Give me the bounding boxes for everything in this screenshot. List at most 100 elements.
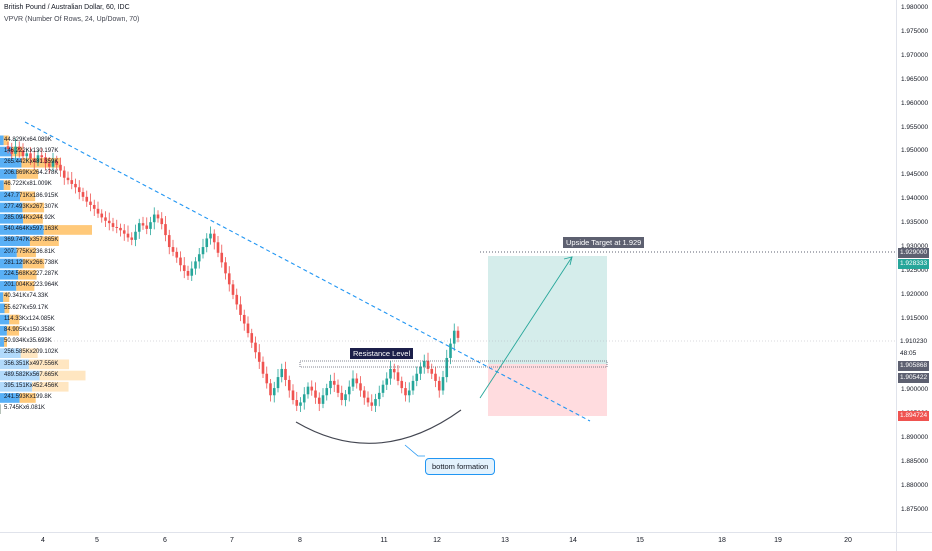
candle-body — [340, 393, 343, 400]
candle-body — [157, 215, 160, 219]
time-tick: 8 — [298, 537, 302, 544]
candle-body — [168, 235, 171, 247]
candle-body — [243, 315, 246, 324]
bottom-formation-callout[interactable]: bottom formation — [425, 458, 495, 475]
candle-body — [363, 390, 366, 397]
vp-row-label: 540.464Kx597.163K — [4, 225, 58, 233]
price-label: 1.910230 — [898, 337, 929, 347]
price-tick: 1.965000 — [901, 76, 928, 83]
candle-body — [205, 238, 208, 247]
candle-body — [112, 223, 115, 227]
vp-row-label: 356.351Kx497.556K — [4, 360, 58, 368]
candle-body — [85, 197, 88, 202]
price-tick: 1.955000 — [901, 124, 928, 131]
time-tick: 13 — [501, 537, 509, 544]
candle-body — [172, 247, 175, 252]
time-tick: 5 — [95, 537, 99, 544]
price-tick: 1.950000 — [901, 147, 928, 154]
candle-body — [457, 331, 460, 338]
price-tick: 1.900000 — [901, 386, 928, 393]
price-tick: 1.975000 — [901, 28, 928, 35]
candle-body — [194, 261, 197, 268]
price-label: 1.905422 — [898, 373, 929, 383]
candle-body — [385, 379, 388, 385]
price-tick: 1.960000 — [901, 100, 928, 107]
vp-row-label: 50.934Kx35.693K — [4, 337, 52, 345]
candle-body — [322, 395, 325, 404]
vp-row-label: 277.493Kx267.307K — [4, 203, 58, 211]
price-label: 1.894724 — [898, 411, 929, 421]
candle-body — [123, 230, 126, 233]
candle-body — [179, 258, 182, 266]
vp-row-label: 265.442Kx481.359K — [4, 158, 58, 166]
price-tick: 1.890000 — [901, 434, 928, 441]
indicator-label: VPVR (Number Of Rows, 24, Up/Down, 70) — [4, 16, 139, 23]
candle-body — [329, 381, 332, 388]
candle-body — [138, 223, 141, 232]
candle-body — [442, 377, 445, 390]
candle-body — [374, 399, 377, 406]
candle-body — [202, 247, 205, 254]
candle-body — [397, 372, 400, 381]
candle-body — [224, 262, 227, 273]
price-label: 1.905868 — [898, 361, 929, 371]
candle-body — [359, 383, 362, 390]
vp-up-bar — [0, 292, 3, 302]
candle-body — [149, 222, 152, 229]
time-tick: 20 — [844, 537, 852, 544]
candle-body — [348, 387, 351, 395]
time-tick: 14 — [569, 537, 577, 544]
candle-body — [378, 393, 381, 399]
price-tick: 1.935000 — [901, 219, 928, 226]
price-tick: 1.915000 — [901, 315, 928, 322]
candle-body — [389, 369, 392, 379]
candle-body — [153, 215, 156, 223]
candle-body — [280, 369, 283, 377]
time-tick: 12 — [433, 537, 441, 544]
candle-body — [134, 232, 137, 240]
price-tick: 1.875000 — [901, 506, 928, 513]
time-tick: 11 — [380, 537, 387, 544]
vp-row-label: 114.33Kx124.085K — [4, 315, 55, 323]
candle-body — [190, 269, 193, 276]
price-label: 1.928333 — [898, 259, 929, 269]
candle-body — [74, 184, 77, 187]
bottom-arc — [296, 410, 461, 443]
candle-body — [239, 304, 242, 315]
candle-body — [427, 361, 430, 369]
candle-body — [277, 377, 280, 388]
chart-canvas[interactable] — [0, 0, 896, 532]
candle-body — [67, 178, 70, 180]
candle-body — [310, 387, 313, 391]
candle-body — [415, 374, 418, 381]
candle-body — [318, 398, 321, 404]
vp-row-label: 44.829Kx64.089K — [4, 136, 52, 144]
time-tick: 18 — [718, 537, 726, 544]
vp-row-label: 224.568Kx227.287K — [4, 270, 58, 278]
candle-body — [250, 333, 253, 343]
candle-body — [434, 374, 437, 381]
vp-row-label: 84.905Kx150.358K — [4, 326, 55, 334]
candle-body — [258, 352, 261, 362]
vp-row-label: 55.627Kx59.17K — [4, 304, 48, 312]
candle-body — [108, 221, 111, 223]
price-tick: 1.970000 — [901, 52, 928, 59]
candle-body — [130, 237, 133, 239]
vp-row-label: 207.775Kx236.81K — [4, 248, 55, 256]
resistance-level-label[interactable]: Resistance Level — [350, 348, 413, 359]
vp-row-label: 256.585Kx209.102K — [4, 348, 58, 356]
chart-area[interactable]: British Pound / Australian Dollar, 60, I… — [0, 0, 896, 532]
candle-body — [307, 387, 310, 395]
candle-body — [262, 362, 265, 374]
price-tick: 1.945000 — [901, 171, 928, 178]
candle-body — [269, 383, 272, 395]
candle-body — [164, 224, 167, 235]
candle-body — [145, 226, 148, 229]
candle-body — [273, 388, 276, 395]
candle-body — [89, 202, 92, 205]
upside-target-label[interactable]: Upside Target at 1.929 — [563, 237, 644, 248]
candle-body — [419, 367, 422, 374]
candle-body — [352, 379, 355, 387]
